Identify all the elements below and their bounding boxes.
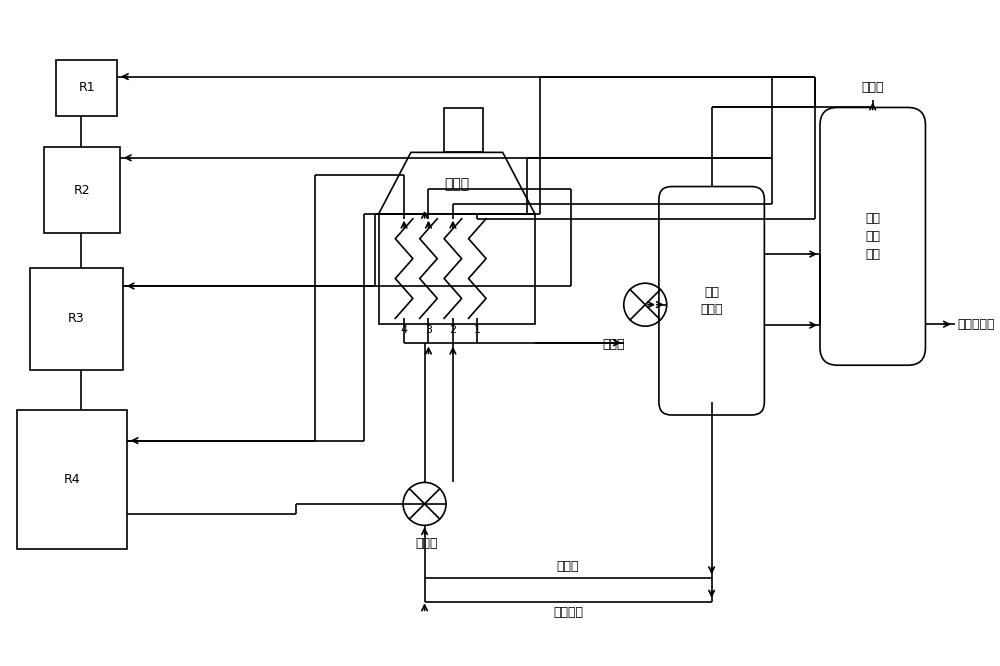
Polygon shape: [379, 153, 535, 214]
Text: 4: 4: [401, 325, 408, 335]
Text: 加热炉: 加热炉: [444, 178, 469, 192]
Bar: [44, 147, 120, 233]
Text: 3: 3: [425, 325, 432, 335]
Text: 去分馏系统: 去分馏系统: [958, 318, 995, 331]
Bar: [30, 268, 123, 370]
FancyBboxPatch shape: [820, 107, 925, 365]
Text: 重整进料: 重整进料: [553, 606, 583, 619]
FancyBboxPatch shape: [659, 186, 764, 415]
Text: R2: R2: [74, 184, 90, 197]
Text: R4: R4: [64, 473, 80, 486]
Text: 1: 1: [474, 325, 481, 335]
Text: 空冷器: 空冷器: [603, 338, 625, 351]
Bar: [56, 60, 117, 117]
Text: 高压
分离罐: 高压 分离罐: [700, 286, 723, 316]
Bar: [17, 410, 127, 549]
Bar: [444, 109, 483, 153]
Text: R1: R1: [78, 81, 95, 95]
Text: R3: R3: [68, 312, 85, 326]
Text: 循环氢: 循环氢: [557, 560, 579, 573]
Bar: [379, 214, 535, 324]
Text: 副产氢: 副产氢: [861, 81, 884, 94]
Text: 氢气
提纯
系统: 氢气 提纯 系统: [865, 212, 880, 261]
Text: 2: 2: [449, 325, 456, 335]
Text: 换热器: 换热器: [415, 537, 438, 550]
